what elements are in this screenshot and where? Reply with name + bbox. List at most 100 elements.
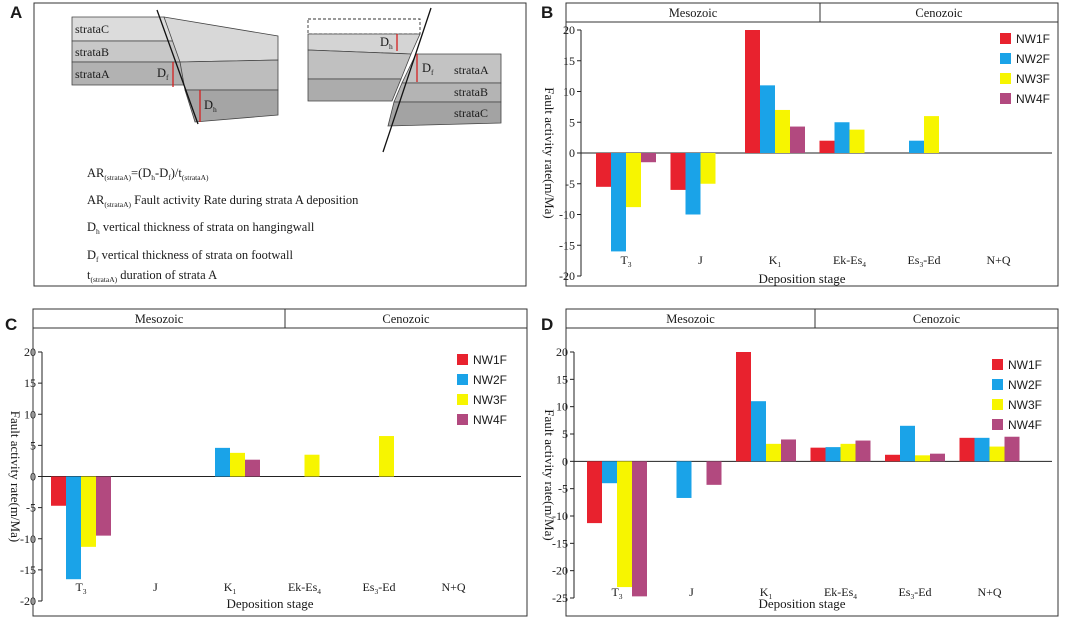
bar-nw1f-n-q: [959, 437, 975, 462]
category-label: K1: [769, 253, 782, 269]
y-tick-label: 10: [24, 407, 36, 421]
legend-label-nw2f: NW2F: [473, 373, 507, 387]
y-tick-label: -5: [565, 177, 575, 191]
y-tick-label: 5: [562, 427, 568, 441]
bar-nw3f-ek-es4: [840, 443, 856, 462]
bar-nw3f-k1: [775, 109, 790, 153]
bar-nw2f-t3: [66, 476, 81, 580]
era-label-cenozoic: Cenozoic: [915, 6, 963, 20]
bar-nw2f-t3: [611, 153, 626, 252]
panel-a-frame: [33, 2, 527, 287]
legend-swatch-nw2f: [457, 374, 468, 385]
y-tick-label: -20: [552, 564, 568, 578]
bar-nw2f-j: [676, 461, 692, 498]
right-fault-line: [382, 7, 432, 153]
category-label: Es3-Ed: [898, 585, 931, 601]
bar-nw2f-es3-ed: [900, 425, 915, 462]
bar-nw3f-j: [700, 153, 716, 184]
bar-nw3f-k1: [230, 452, 245, 477]
legend-label-nw4f: NW4F: [473, 413, 507, 427]
category-label: N+Q: [441, 580, 465, 594]
era-label-cenozoic: Cenozoic: [382, 312, 430, 326]
bar-nw2f-t3: [602, 461, 617, 484]
legend-label-nw1f: NW1F: [1008, 358, 1042, 372]
era-label-mesozoic: Mesozoic: [135, 312, 184, 326]
bar-nw2f-k1: [760, 85, 775, 153]
left-strata-label-b: strataB: [75, 45, 109, 59]
era-label-mesozoic: Mesozoic: [669, 6, 718, 20]
bar-nw2f-k1: [751, 401, 766, 462]
legend-swatch-nw4f: [992, 419, 1003, 430]
chart-panel-c: C Mesozoic Cenozoic -20 -15 -10 -5 0 5 10 15 20 Faul…: [5, 308, 528, 617]
bar-nw4f-n-q: [1004, 436, 1020, 462]
x-axis-title: Deposition stage: [758, 271, 845, 286]
right-hangingwall-lower-layer: [307, 78, 402, 102]
bar-nw4f-t3: [96, 476, 111, 536]
bar-nw4f-t3: [632, 461, 647, 597]
legend-label-nw4f: NW4F: [1016, 92, 1050, 106]
bar-nw3f-es3-ed: [915, 455, 930, 462]
left-fault-line: [156, 9, 199, 125]
bar-nw1f-es3-ed: [885, 454, 900, 462]
bar-nw3f-ek-es4: [304, 454, 320, 477]
y-tick-label: -15: [559, 238, 575, 252]
bar-nw2f-n-q: [974, 437, 990, 462]
y-tick-label: 5: [30, 438, 36, 452]
bar-nw3f-n-q: [989, 446, 1005, 462]
x-axis-title: Deposition stage: [226, 596, 313, 611]
legend-swatch-nw1f: [992, 359, 1003, 370]
bar-nw4f-t3: [641, 153, 656, 163]
panel-letter-a: A: [10, 3, 22, 22]
right-strata-label-b: strataB: [454, 85, 488, 99]
right-hangingwall-middle-layer: [307, 49, 412, 80]
formula-dh-definition: Dh vertical thickness of strata on hangi…: [87, 220, 315, 236]
legend-swatch-nw2f: [1000, 53, 1011, 64]
right-strata-c-layer: [387, 101, 502, 127]
bar-nw3f-t3: [626, 153, 641, 208]
y-tick-label: 5: [569, 115, 575, 129]
category-label: J: [698, 253, 703, 267]
bar-nw1f-t3: [51, 476, 66, 506]
era-label-cenozoic: Cenozoic: [913, 312, 961, 326]
legend-swatch-nw1f: [457, 354, 468, 365]
bar-nw1f-t3: [596, 153, 611, 187]
category-label: K1: [224, 580, 237, 596]
y-tick-label: -5: [26, 501, 36, 515]
y-tick-label: 0: [562, 454, 568, 468]
legend-label-nw3f: NW3F: [1008, 398, 1042, 412]
hangingwall-lower-layer: [184, 89, 279, 123]
chart-frame: [565, 308, 1059, 617]
category-label: T3: [75, 580, 86, 596]
legend-label-nw1f: NW1F: [473, 353, 507, 367]
y-tick-label: -15: [20, 563, 36, 577]
dh-label-right: Dh: [380, 35, 393, 51]
y-tick-label: 20: [556, 345, 568, 359]
legend-label-nw4f: NW4F: [1008, 418, 1042, 432]
df-label-right: Df: [422, 61, 434, 77]
bar-nw3f-es3-ed: [379, 436, 394, 477]
formula-equation: AR(strataA)=(Dh-Df)/t(strataA): [87, 166, 209, 182]
bar-nw2f-ek-es4: [825, 447, 841, 462]
panel-letter-c: C: [5, 315, 17, 334]
legend-label-nw1f: NW1F: [1016, 32, 1050, 46]
y-axis-title: Fault activity rate(m/Ma): [542, 87, 557, 218]
bar-nw1f-j: [670, 153, 686, 190]
left-strata-label-a: strataA: [75, 67, 110, 81]
eroded-strata-outline: [307, 18, 421, 35]
df-label-left: Df: [157, 66, 169, 82]
y-axis-title: Fault activity rate(m/Ma): [542, 409, 557, 540]
bar-nw3f-t3: [81, 476, 96, 547]
left-strata-label-c: strataC: [75, 22, 109, 36]
category-label: T3: [620, 253, 631, 269]
bar-nw1f-k1: [736, 352, 751, 462]
bar-nw1f-ek-es4: [810, 447, 826, 462]
formula-t-definition: t(strataA) duration of strata A: [87, 268, 217, 284]
category-label: T3: [611, 585, 622, 601]
bar-nw4f-es3-ed: [930, 453, 945, 462]
y-tick-label: -25: [552, 591, 568, 605]
category-label: Es3-Ed: [362, 580, 395, 596]
hangingwall-upper-layer: [163, 16, 279, 63]
chart-frame: [565, 2, 1059, 287]
legend-label-nw2f: NW2F: [1008, 378, 1042, 392]
